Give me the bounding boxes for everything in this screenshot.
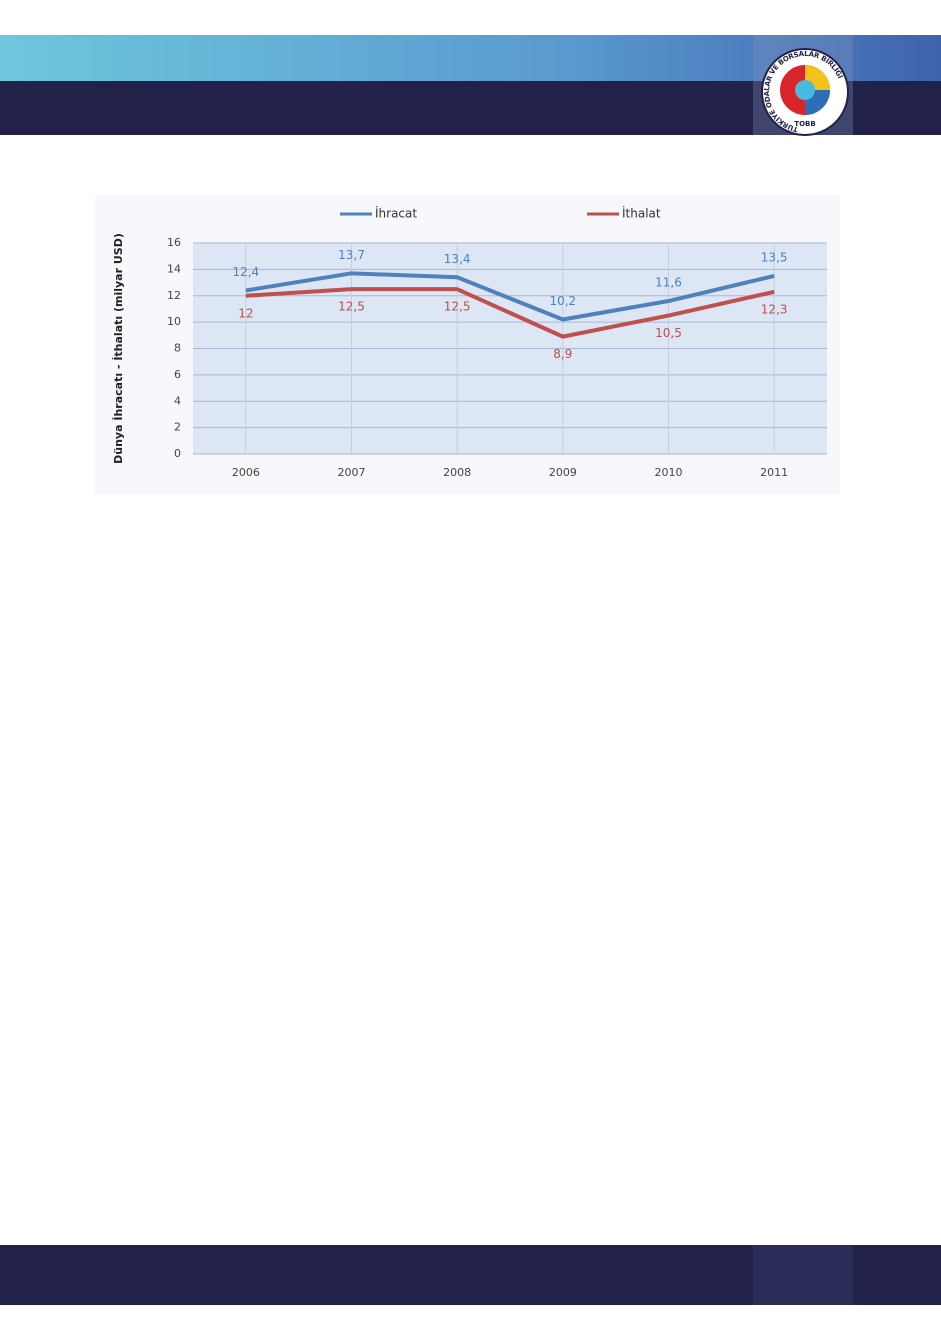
x-tick-label: 2007	[338, 466, 366, 479]
y-axis-label: Dünya İhracatı - İthalatı (milyar USD)	[111, 233, 125, 464]
y-tick-label: 8	[174, 342, 181, 355]
x-tick-label: 2006	[232, 466, 260, 479]
data-label: 12,5	[338, 300, 365, 314]
data-label: 12,4	[232, 265, 259, 279]
data-label: 12,5	[444, 300, 471, 314]
y-tick-label: 12	[167, 289, 181, 302]
x-tick-label: 2010	[655, 466, 683, 479]
data-label: 13,7	[338, 248, 365, 262]
footer-accent	[753, 1245, 853, 1305]
data-label: 10,5	[655, 326, 682, 340]
data-label: 10,2	[549, 294, 576, 308]
data-label: 8,9	[553, 347, 572, 361]
y-tick-label: 14	[167, 262, 181, 275]
series-line	[245, 287, 775, 339]
series-line	[245, 271, 775, 322]
data-label: 13,5	[761, 250, 788, 264]
x-tick-label: 2009	[549, 466, 577, 479]
logo-abbr: TOBB	[794, 120, 815, 128]
logo: TÜRKİYE ODALAR VE BORSALAR BİRLİĞİ TOBB	[761, 48, 849, 136]
chart: 0 2 4 6 8 10 12 14 16 2006 2007 2008 2009 2010 2011 Dün…	[111, 206, 827, 479]
y-tick-label: 6	[174, 368, 181, 381]
legend-label: İthalat	[622, 206, 661, 221]
x-tick-label: 2008	[443, 466, 471, 479]
data-label: 12,3	[761, 302, 788, 316]
y-tick-label: 10	[167, 315, 181, 328]
y-tick-label: 0	[174, 447, 181, 460]
data-label: 13,4	[444, 252, 471, 266]
legend-label: İhracat	[375, 206, 417, 221]
data-label: 12	[238, 306, 253, 320]
logo-center	[795, 80, 815, 100]
data-label: 11,6	[655, 276, 682, 290]
x-tick-label: 2011	[760, 466, 788, 479]
y-tick-label: 4	[174, 394, 181, 407]
y-tick-label: 2	[174, 421, 181, 434]
y-tick-label: 16	[167, 236, 181, 249]
